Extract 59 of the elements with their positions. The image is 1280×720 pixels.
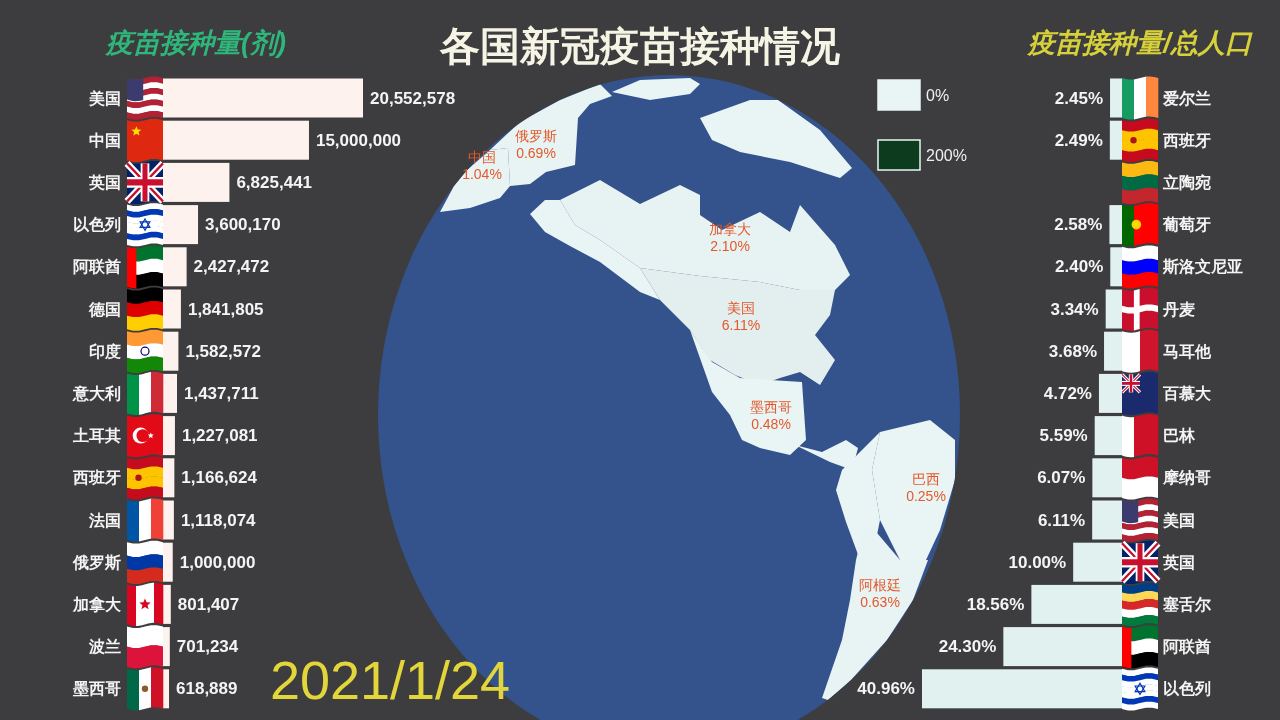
category: 法国 [89,511,121,529]
category: 摩纳哥 [1163,469,1211,487]
data-label: 15,000,000 [315,130,402,150]
data-label: 618,889 [176,679,238,699]
category: 丹麦 [1163,300,1195,318]
data-label: 10.00% [1008,552,1067,572]
data-label: 6,825,441 [236,172,313,192]
category: 葡萄牙 [1163,216,1211,234]
category: 立陶宛 [1163,173,1211,191]
data-label: 6.11% [1037,510,1086,530]
category: 波兰 [89,638,121,656]
title: 疫苗接种量/总人口 [1028,28,1252,58]
category: 美国 [1163,511,1195,529]
category: 美国 [89,89,121,107]
category: 阿联酋 [1163,638,1211,656]
category: 以色列 [73,216,121,234]
category: 土耳其 [73,427,121,445]
category: 俄罗斯 [73,553,121,571]
category: 中国 [89,131,121,149]
data-label: 1,841,805 [187,299,264,319]
data-label: 3.34% [1050,299,1099,319]
data-label: 3.68% [1048,341,1098,361]
data-label: 5.59% [1039,426,1088,446]
data-label: 1,118,074 [180,510,256,530]
data-label: 801,407 [177,594,240,614]
category: 以色列 [1163,680,1211,698]
category: 斯洛文尼亚 [1163,258,1243,276]
category: 英国 [1163,553,1195,571]
title: 各国新冠疫苗接种情况 [440,24,840,68]
category: 塞舌尔 [1163,595,1211,613]
data-label: 1,166,624 [181,468,257,488]
data-label: 1,227,081 [181,426,258,446]
data-label: 2.45% [1054,88,1104,108]
data-label: 2.49% [1054,130,1103,150]
data-label: 18.56% [966,594,1025,614]
category: 西班牙 [73,469,121,487]
category: 巴林 [1163,427,1195,445]
data-label: 2.40% [1055,257,1104,277]
data-label: 1,000,000 [179,552,256,572]
data-label: 701,234 [176,637,239,657]
category: 马耳他 [1163,342,1211,360]
data-label: 2,427,472 [193,257,270,277]
title: 疫苗接种量(剂) [106,28,286,58]
category: 爱尔兰 [1163,89,1211,107]
data-label: 4.72% [1043,383,1092,403]
category: 阿联酋 [73,258,121,276]
category: 德国 [89,300,121,318]
data-label: 3,600,170 [205,215,281,235]
data-label: 6.07% [1037,468,1086,488]
category: 百慕大 [1163,384,1211,402]
category: 西班牙 [1163,131,1211,149]
data-label: 2.58% [1054,215,1103,235]
data-label: 1,582,572 [185,341,262,361]
category: 墨西哥 [73,680,121,698]
category: 意大利 [73,384,121,402]
category: 英国 [89,173,121,191]
category: 印度 [89,342,121,360]
data-label: 1,437,711 [184,383,259,403]
category: 加拿大 [73,595,121,613]
